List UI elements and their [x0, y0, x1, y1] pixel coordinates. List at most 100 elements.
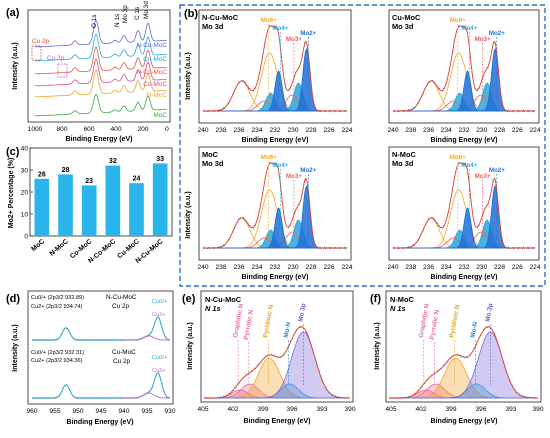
b-subtitle: Mo 3d — [392, 22, 414, 31]
b-tick: 226 — [323, 264, 334, 271]
n1s-component-label: Mo 3p — [484, 303, 494, 322]
bar-value-label: 24 — [133, 176, 141, 183]
bar-value-label: 26 — [38, 171, 46, 178]
d-raw-data — [31, 371, 171, 400]
b-frame — [198, 146, 352, 261]
b-subtitle: Mo 3d — [202, 159, 224, 168]
e-tick-0: 405 — [197, 406, 208, 413]
panel-a-frame — [27, 9, 171, 123]
panel-d-frame — [27, 290, 174, 405]
d-tick-3: 945 — [95, 408, 106, 415]
d-bottom-legend-1: Cu0/+ (2p3/2 932.31) — [31, 350, 84, 356]
e-tick-2: 399 — [257, 406, 268, 413]
peak-label-mo3d: Mo 3d — [143, 1, 150, 19]
e-tick-5: 390 — [344, 406, 355, 413]
d-tick-6: 930 — [164, 408, 175, 415]
f-xlabel: Binding Energy (eV) — [431, 418, 498, 425]
bar-category-label: MoC — [30, 238, 46, 253]
panel-a-xticks: 1000 800 600 400 200 0 — [28, 126, 170, 133]
b-tick: 230 — [476, 127, 487, 134]
series-label-moc: MoC — [154, 112, 168, 119]
b-tick: 228 — [494, 264, 505, 271]
b-tick: 240 — [197, 127, 208, 134]
b-ylabel-bottom: Intensity (a.u.) — [185, 191, 192, 238]
b-tick: 238 — [405, 127, 416, 134]
b-species-label: Mo2+ — [300, 30, 316, 37]
cu2p-label-1: Cu 2p — [32, 38, 49, 45]
series-label-co-moc: Co-MoC — [143, 81, 167, 88]
bar-co-moc — [81, 185, 97, 236]
b-xlabel: Binding Energy (eV) — [431, 137, 498, 144]
f-tick-5: 390 — [532, 406, 543, 413]
b-tick: 226 — [323, 127, 334, 134]
d-tick-2: 950 — [72, 408, 83, 415]
series-label-n-co-moc: N-Co-MoC — [136, 69, 167, 76]
series-label-n-moc: N-MoC — [147, 92, 168, 99]
b-tick: 230 — [287, 264, 298, 271]
panel-a-spectra — [34, 19, 167, 117]
panel-e-label: (e) — [182, 293, 196, 305]
panel-d-spectra — [31, 316, 171, 400]
b-frame — [388, 146, 540, 261]
f-tick-4: 393 — [505, 406, 516, 413]
b-component-peak — [203, 207, 347, 249]
b-component-peak — [393, 207, 535, 249]
b-tick: 234 — [441, 127, 452, 134]
b-species-label: Mo2+ — [489, 167, 505, 174]
e-tick-1: 402 — [227, 406, 238, 413]
b-tick: 232 — [458, 264, 469, 271]
panel-e-frame — [200, 290, 354, 403]
bar-moc — [34, 178, 50, 236]
bar-value-label: 32 — [109, 158, 117, 165]
b-species-label: Mo6+ — [261, 154, 277, 161]
panel-e-xticks: 405 402 399 396 393 390 — [197, 406, 355, 413]
cu2p-box-2 — [57, 63, 68, 78]
b-species-label: Mo3+ — [475, 36, 491, 43]
a-tick-1: 800 — [56, 126, 67, 133]
b-tick: 228 — [305, 127, 316, 134]
n1s-component-label: Mo 3p — [297, 303, 307, 322]
bar-n-moc — [58, 174, 73, 236]
n1s-envelope-fit — [389, 326, 537, 399]
b-tick: 226 — [512, 127, 523, 134]
panel-a-series-names: N-Cu-MoC Cu-MoC N-Co-MoC Co-MoC N-MoC Mo… — [136, 42, 167, 119]
d-top-orbital: Cu 2p — [112, 303, 129, 310]
c-ytick-label: 10 — [21, 211, 29, 218]
b-subtitle: Mo 3d — [202, 22, 224, 31]
f-tick-1: 402 — [415, 406, 426, 413]
series-label-cu-moc: Cu-MoC — [143, 56, 167, 63]
b-ylabel-top: Intensity (a.u.) — [185, 52, 192, 99]
panel-c-bars: 01020304026MoC28N-MoC23Co-MoC32N-Co-MoC2… — [21, 145, 168, 265]
bar-n-cu-moc — [152, 163, 168, 236]
e-subtitle: N 1s — [205, 304, 221, 313]
survey-line-moc — [34, 93, 167, 117]
b-envelope-fit — [393, 25, 535, 112]
series-label-n-cu-moc: N-Cu-MoC — [136, 42, 167, 49]
b-tick: 234 — [251, 127, 262, 134]
e-xlabel: Binding Energy (eV) — [244, 418, 311, 425]
a-tick-5: 0 — [165, 126, 169, 133]
panel-f-frame — [385, 290, 542, 403]
peak-label-o1s: O 1s — [91, 15, 98, 29]
b-species-label: Mo6+ — [450, 17, 466, 24]
panel-b-label: (b) — [184, 8, 198, 20]
f-tick-3: 396 — [475, 406, 486, 413]
f-tick-0: 405 — [385, 406, 396, 413]
d-top-legend-2: Cu2+ (2p3/2 934.74) — [31, 304, 83, 310]
c-ytick-label: 40 — [21, 145, 29, 152]
peak-label-c1s: C 1s — [134, 7, 141, 20]
b-frame — [388, 9, 540, 124]
c-ylabel: Mo2+ Percentage (%) — [8, 158, 15, 229]
b-tick: 236 — [233, 127, 244, 134]
cu2p-label-2: Cu 2p — [47, 55, 64, 62]
b-tick: 224 — [529, 264, 540, 271]
